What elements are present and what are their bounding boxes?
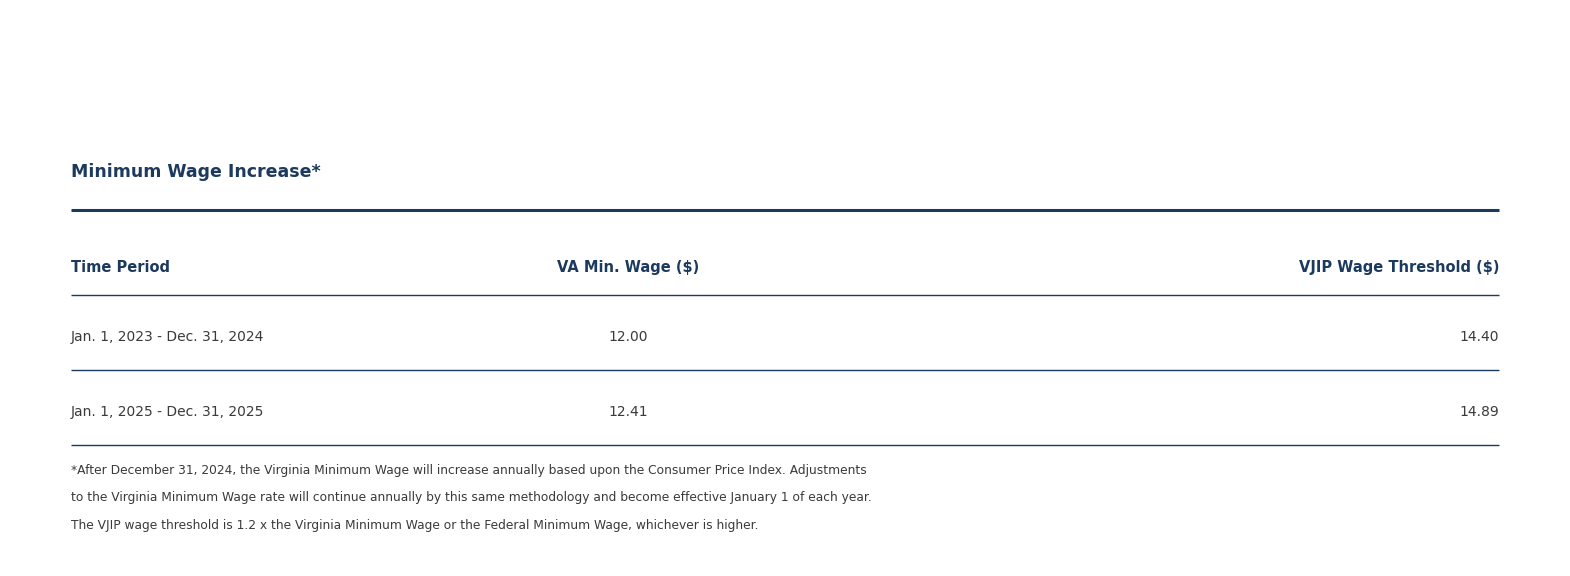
- Text: 14.89: 14.89: [1460, 405, 1499, 419]
- Text: 14.40: 14.40: [1460, 330, 1499, 344]
- Text: Time Period: Time Period: [71, 260, 170, 275]
- Text: to the Virginia Minimum Wage rate will continue annually by this same methodolog: to the Virginia Minimum Wage rate will c…: [71, 491, 871, 505]
- Text: Jan. 1, 2023 - Dec. 31, 2024: Jan. 1, 2023 - Dec. 31, 2024: [71, 330, 264, 344]
- Text: Jan. 1, 2025 - Dec. 31, 2025: Jan. 1, 2025 - Dec. 31, 2025: [71, 405, 264, 419]
- Text: VA Min. Wage ($): VA Min. Wage ($): [557, 260, 699, 275]
- Text: The VJIP wage threshold is 1.2 x the Virginia Minimum Wage or the Federal Minimu: The VJIP wage threshold is 1.2 x the Vir…: [71, 519, 758, 532]
- Text: VJIP Wage Threshold ($): VJIP Wage Threshold ($): [1298, 260, 1499, 275]
- Text: 12.00: 12.00: [608, 330, 648, 344]
- Text: *After December 31, 2024, the Virginia Minimum Wage will increase annually based: *After December 31, 2024, the Virginia M…: [71, 464, 867, 477]
- Text: Minimum Wage Increase*: Minimum Wage Increase*: [71, 164, 320, 181]
- Text: 12.41: 12.41: [608, 405, 648, 419]
